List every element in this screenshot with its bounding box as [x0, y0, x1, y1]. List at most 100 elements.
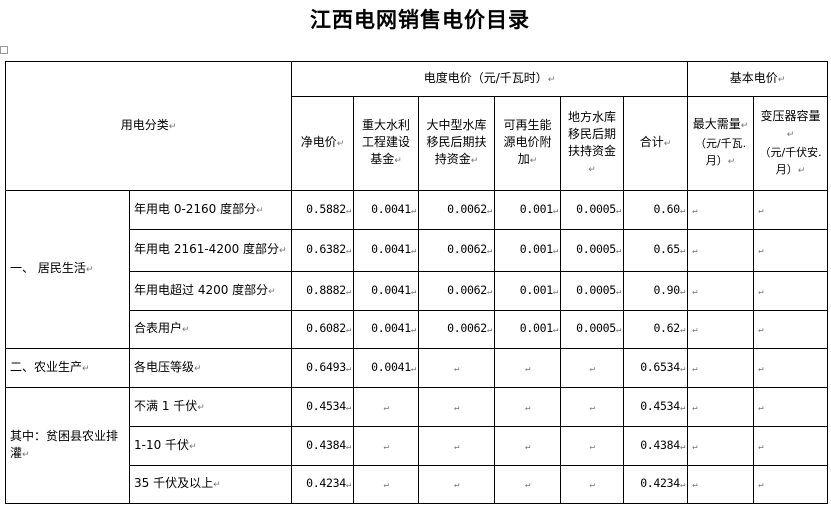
subcategory: 35 千伏及以上 — [129, 465, 292, 504]
table-row: 1-10 千伏0.43840.4384 — [6, 426, 829, 466]
header-energy-price: 电度电价（元/千瓦时） — [290, 61, 689, 97]
price-cell — [560, 465, 624, 504]
price-cell — [687, 348, 755, 388]
max-demand-label: 最大需量 — [693, 117, 749, 131]
price-cell: 0.4534 — [291, 387, 354, 427]
subcategory: 年用电 0-2160 度部分 — [129, 190, 292, 230]
header-local-reservoir-fund: 地方水库移民后期扶持资金 — [560, 96, 624, 191]
price-cell: 0.0005 — [560, 190, 624, 230]
price-cell — [753, 387, 829, 427]
header-large-reservoir-fund: 大中型水库移民后期扶持资金 — [418, 96, 495, 191]
price-cell: 0.001 — [494, 229, 561, 272]
price-cell — [418, 348, 495, 388]
price-cell: 0.4384 — [291, 426, 354, 466]
price-cell — [687, 426, 755, 466]
price-cell: 0.0062 — [418, 190, 495, 230]
subcategory: 1-10 千伏 — [129, 426, 292, 466]
transformer-unit: （元/千伏安.月） — [759, 146, 821, 176]
group-name: 二、农业生产 — [5, 348, 130, 388]
price-cell — [494, 426, 561, 466]
group-name: 其中：贫困县农业排灌 — [5, 387, 130, 504]
price-cell: 0.0041 — [353, 229, 419, 272]
price-cell: 0.0005 — [560, 310, 624, 349]
subcategory: 合表用户 — [129, 310, 292, 349]
price-cell — [753, 465, 829, 504]
price-cell — [418, 387, 495, 427]
max-demand-unit: （元/千瓦.月） — [695, 137, 746, 167]
price-cell: 0.5882 — [291, 190, 354, 230]
price-cell — [687, 271, 755, 311]
price-cell — [753, 271, 829, 311]
header-net-price: 净电价 — [291, 96, 354, 191]
table-row: 35 千伏及以上0.42340.4234 — [6, 465, 829, 504]
group-name: 一、 居民生活 — [5, 190, 130, 349]
price-cell: 0.6493 — [291, 348, 354, 388]
price-cell — [687, 387, 755, 427]
price-cell: 0.0041 — [353, 190, 419, 230]
price-cell — [494, 465, 561, 504]
header-transformer: 变压器容量 （元/千伏安.月） — [753, 96, 829, 191]
header-category: 用电分类 — [5, 61, 292, 191]
price-cell — [494, 348, 561, 388]
header-renewable-surcharge: 可再生能源电价附加 — [494, 96, 561, 191]
price-cell — [353, 465, 419, 504]
price-cell — [753, 190, 829, 230]
price-cell: 0.4384 — [622, 426, 689, 466]
price-table: 用电分类 电度电价（元/千瓦时） 基本电价 净电价 重大水利工程建设基金 大中型… — [5, 61, 829, 504]
table-row: 合表用户0.60820.00410.00620.0010.00050.62 — [6, 310, 829, 349]
price-cell: 0.001 — [494, 190, 561, 230]
table-row: 年用电超过 4200 度部分0.88820.00410.00620.0010.0… — [6, 271, 829, 311]
price-cell — [687, 310, 755, 349]
header-total: 合计 — [622, 96, 689, 191]
price-cell — [494, 387, 561, 427]
price-cell: 0.0041 — [353, 271, 419, 311]
price-cell — [353, 426, 419, 466]
transformer-label: 变压器容量 — [761, 109, 821, 140]
table-row: 年用电 2161-4200 度部分0.63820.00410.00620.001… — [6, 229, 829, 272]
price-cell — [418, 465, 495, 504]
price-cell — [560, 348, 624, 388]
document-title: 江西电网销售电价目录 — [310, 7, 530, 32]
price-cell — [687, 465, 755, 504]
price-cell: 0.6534 — [622, 348, 689, 388]
price-cell: 0.0062 — [418, 271, 495, 311]
price-cell: 0.0041 — [353, 310, 419, 349]
table-anchor-icon — [0, 46, 8, 54]
table-row: 一、 居民生活年用电 0-2160 度部分0.58820.00410.00620… — [5, 190, 829, 349]
price-cell — [753, 426, 829, 466]
subcategory: 各电压等级 — [129, 348, 292, 388]
price-cell: 0.0005 — [560, 229, 624, 272]
header-max-demand: 最大需量 （元/千瓦.月） — [687, 96, 755, 191]
price-cell: 0.4234 — [291, 465, 354, 504]
price-cell — [560, 387, 624, 427]
subcategory: 年用电 2161-4200 度部分 — [129, 229, 292, 272]
price-cell — [687, 190, 755, 230]
price-cell: 0.0041 — [353, 348, 419, 388]
price-cell: 0.001 — [494, 310, 561, 349]
price-cell: 0.0005 — [560, 271, 624, 311]
subcategory: 不满 1 千伏 — [129, 387, 292, 427]
header-basic-price: 基本电价 — [687, 61, 829, 97]
price-cell: 0.90 — [622, 271, 689, 311]
price-cell — [560, 426, 624, 466]
price-cell — [687, 229, 755, 272]
subcategory: 年用电超过 4200 度部分 — [129, 271, 292, 311]
price-cell: 0.0062 — [418, 229, 495, 272]
price-cell: 0.8882 — [291, 271, 354, 311]
price-cell — [753, 229, 829, 272]
price-cell — [753, 348, 829, 388]
price-cell: 0.6082 — [291, 310, 354, 349]
price-cell: 0.4534 — [622, 387, 689, 427]
price-cell: 0.6382 — [291, 229, 354, 272]
price-cell — [418, 426, 495, 466]
price-cell: 0.60 — [622, 190, 689, 230]
header-water-fund: 重大水利工程建设基金 — [353, 96, 419, 191]
price-cell: 0.65 — [622, 229, 689, 272]
table-row: 二、农业生产各电压等级0.64930.0041 0.6534 — [5, 348, 829, 388]
price-cell — [353, 387, 419, 427]
price-cell — [753, 310, 829, 349]
table-row: 其中：贫困县农业排灌不满 1 千伏0.45340.4534 — [5, 387, 829, 504]
price-cell: 0.4234 — [622, 465, 689, 504]
price-cell: 0.001 — [494, 271, 561, 311]
price-cell: 0.0062 — [418, 310, 495, 349]
